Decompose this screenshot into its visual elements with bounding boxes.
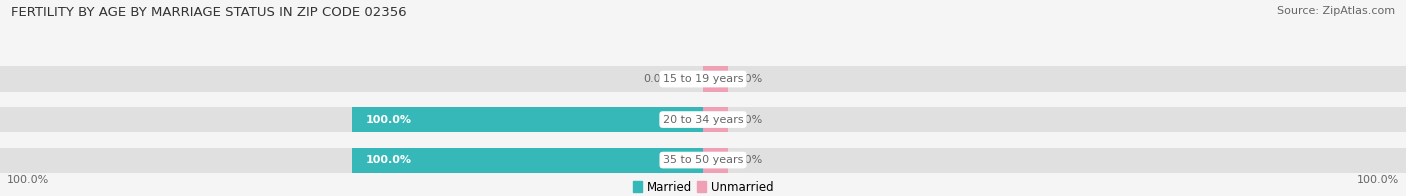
Text: 0.0%: 0.0% — [643, 74, 672, 84]
Text: 0.0%: 0.0% — [734, 114, 763, 125]
Text: FERTILITY BY AGE BY MARRIAGE STATUS IN ZIP CODE 02356: FERTILITY BY AGE BY MARRIAGE STATUS IN Z… — [11, 6, 406, 19]
Bar — [703, 66, 728, 92]
Text: 100.0%: 100.0% — [366, 114, 412, 125]
Text: 35 to 50 years: 35 to 50 years — [662, 155, 744, 165]
Bar — [0, 107, 1406, 132]
Text: 0.0%: 0.0% — [734, 155, 763, 165]
Bar — [0, 66, 1406, 92]
Bar — [703, 148, 728, 173]
Bar — [352, 107, 703, 132]
Text: 100.0%: 100.0% — [1357, 174, 1399, 185]
Bar — [0, 148, 1406, 173]
Text: 100.0%: 100.0% — [366, 155, 412, 165]
Text: Source: ZipAtlas.com: Source: ZipAtlas.com — [1277, 6, 1395, 16]
Text: 100.0%: 100.0% — [7, 174, 49, 185]
Text: 0.0%: 0.0% — [734, 74, 763, 84]
Text: 20 to 34 years: 20 to 34 years — [662, 114, 744, 125]
Text: 15 to 19 years: 15 to 19 years — [662, 74, 744, 84]
Legend: Married, Unmarried: Married, Unmarried — [628, 176, 778, 196]
Bar — [352, 148, 703, 173]
Bar — [703, 107, 728, 132]
